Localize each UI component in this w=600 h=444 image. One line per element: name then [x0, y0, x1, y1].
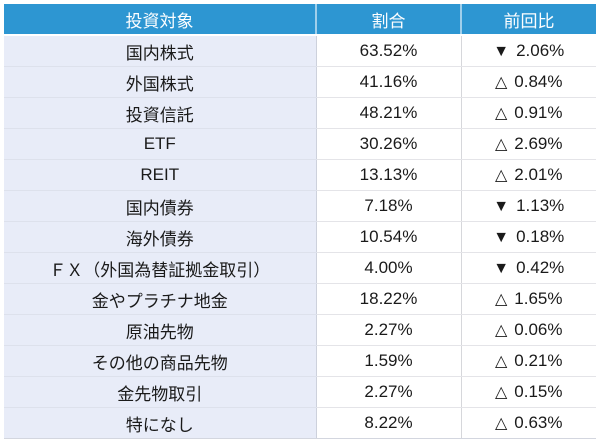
header-ratio: 割合: [316, 4, 462, 36]
ratio-cell: 30.26%: [316, 128, 462, 160]
investment-target-cell: 特になし: [4, 407, 317, 439]
ratio-cell: 41.16%: [316, 66, 462, 98]
ratio-cell: 1.59%: [316, 345, 462, 377]
change-cell: ▼ 0.18%: [461, 221, 596, 253]
down-triangle-icon: ▼: [493, 198, 510, 215]
investment-target-cell: 金先物取引: [4, 376, 317, 408]
change-cell: △ 2.01%: [461, 159, 596, 191]
up-triangle-icon: △: [494, 105, 508, 122]
header-investment-target: 投資対象: [4, 4, 317, 36]
ratio-cell: 18.22%: [316, 283, 462, 315]
change-value: 1.65%: [514, 289, 563, 308]
table-row: 外国株式 41.16% △ 0.84%: [4, 66, 596, 98]
change-cell: △ 0.15%: [461, 376, 596, 408]
ratio-cell: 13.13%: [316, 159, 462, 191]
change-cell: ▼ 1.13%: [461, 190, 596, 222]
up-triangle-icon: △: [494, 74, 508, 91]
table-row: 海外債券 10.54% ▼ 0.18%: [4, 221, 596, 253]
change-value: 0.42%: [516, 258, 565, 277]
change-value: 0.18%: [516, 227, 565, 246]
investment-target-cell: ＦＸ（外国為替証拠金取引）: [4, 252, 317, 284]
change-value: 0.91%: [514, 103, 563, 122]
change-cell: ▼ 2.06%: [461, 35, 596, 67]
up-triangle-icon: △: [494, 167, 508, 184]
up-triangle-icon: △: [494, 136, 508, 153]
investment-target-cell: REIT: [4, 159, 317, 191]
up-triangle-icon: △: [494, 415, 508, 432]
investment-target-cell: ETF: [4, 128, 317, 160]
table-row: REIT 13.13% △ 2.01%: [4, 159, 596, 191]
investment-target-cell: 原油先物: [4, 314, 317, 346]
table-row: 金先物取引 2.27% △ 0.15%: [4, 376, 596, 408]
change-value: 0.84%: [514, 72, 563, 91]
change-cell: △ 0.84%: [461, 66, 596, 98]
ratio-cell: 2.27%: [316, 314, 462, 346]
table-body: 国内株式 63.52% ▼ 2.06% 外国株式 41.16% △ 0.84% 投資…: [4, 35, 596, 439]
table-row: 投資信託 48.21% △ 0.91%: [4, 97, 596, 129]
change-value: 0.15%: [514, 382, 563, 401]
up-triangle-icon: △: [494, 291, 508, 308]
change-cell: △ 0.06%: [461, 314, 596, 346]
change-cell: △ 2.69%: [461, 128, 596, 160]
change-value: 0.06%: [514, 320, 563, 339]
investment-ratio-table: 投資対象 割合 前回比 国内株式 63.52% ▼ 2.06% 外国株式 41.1…: [4, 4, 596, 439]
up-triangle-icon: △: [494, 322, 508, 339]
header-change: 前回比: [461, 4, 596, 36]
change-value: 1.13%: [516, 196, 565, 215]
ratio-cell: 7.18%: [316, 190, 462, 222]
table-row: 特になし 8.22% △ 0.63%: [4, 407, 596, 439]
ratio-cell: 63.52%: [316, 35, 462, 67]
investment-target-cell: 国内株式: [4, 35, 317, 67]
investment-target-cell: 金やプラチナ地金: [4, 283, 317, 315]
up-triangle-icon: △: [494, 353, 508, 370]
change-cell: △ 0.91%: [461, 97, 596, 129]
change-cell: △ 0.21%: [461, 345, 596, 377]
ratio-cell: 2.27%: [316, 376, 462, 408]
table-row: 国内債券 7.18% ▼ 1.13%: [4, 190, 596, 222]
change-cell: △ 1.65%: [461, 283, 596, 315]
change-cell: △ 0.63%: [461, 407, 596, 439]
table-row: 原油先物 2.27% △ 0.06%: [4, 314, 596, 346]
table-row: ETF 30.26% △ 2.69%: [4, 128, 596, 160]
change-value: 2.01%: [514, 165, 563, 184]
header-row: 投資対象 割合 前回比: [4, 4, 596, 36]
change-value: 0.21%: [514, 351, 563, 370]
investment-target-cell: その他の商品先物: [4, 345, 317, 377]
change-cell: ▼ 0.42%: [461, 252, 596, 284]
investment-target-cell: 海外債券: [4, 221, 317, 253]
change-value: 2.06%: [516, 41, 565, 60]
investment-ratio-table-container: 投資対象 割合 前回比 国内株式 63.52% ▼ 2.06% 外国株式 41.1…: [4, 4, 596, 439]
ratio-cell: 48.21%: [316, 97, 462, 129]
down-triangle-icon: ▼: [493, 43, 510, 60]
ratio-cell: 8.22%: [316, 407, 462, 439]
ratio-cell: 4.00%: [316, 252, 462, 284]
down-triangle-icon: ▼: [493, 229, 510, 246]
table-row: 国内株式 63.52% ▼ 2.06%: [4, 35, 596, 67]
up-triangle-icon: △: [494, 384, 508, 401]
table-row: ＦＸ（外国為替証拠金取引） 4.00% ▼ 0.42%: [4, 252, 596, 284]
table-row: 金やプラチナ地金 18.22% △ 1.65%: [4, 283, 596, 315]
investment-target-cell: 投資信託: [4, 97, 317, 129]
ratio-cell: 10.54%: [316, 221, 462, 253]
change-value: 0.63%: [514, 413, 563, 432]
table-row: その他の商品先物 1.59% △ 0.21%: [4, 345, 596, 377]
down-triangle-icon: ▼: [493, 260, 510, 277]
investment-target-cell: 国内債券: [4, 190, 317, 222]
investment-target-cell: 外国株式: [4, 66, 317, 98]
table-header: 投資対象 割合 前回比: [4, 4, 596, 36]
change-value: 2.69%: [514, 134, 563, 153]
